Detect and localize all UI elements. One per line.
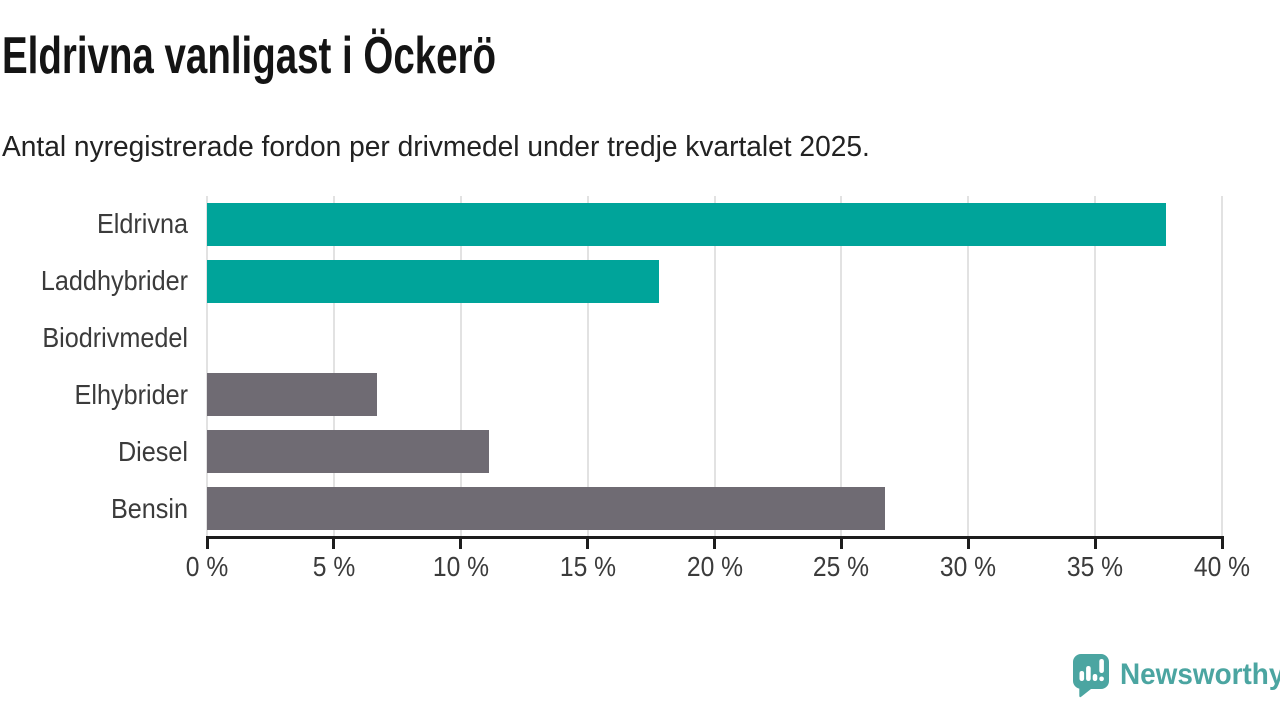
x-axis-tick-label: 0 % <box>185 551 229 582</box>
x-axis-tick <box>459 536 463 549</box>
chart-title: Eldrivna vanligast i Öckerö <box>2 27 497 85</box>
x-axis-tick <box>332 536 336 549</box>
gridline <box>459 196 462 537</box>
x-axis-tick <box>839 536 843 549</box>
category-label: Diesel <box>117 435 188 467</box>
gridline <box>840 196 843 537</box>
gridline <box>586 196 589 537</box>
x-axis-tick-label: 15 % <box>559 551 616 582</box>
x-axis-tick-label: 40 % <box>1193 551 1251 582</box>
bar-elhybrider <box>207 373 377 417</box>
bar-diesel <box>207 430 489 474</box>
x-axis-tick <box>1093 536 1097 549</box>
x-axis-tick-label: 10 % <box>432 551 489 582</box>
x-axis-tick <box>1220 536 1224 549</box>
newsworthy-icon <box>1073 654 1109 698</box>
bar-eldrivna <box>207 202 1167 246</box>
category-label: Laddhybrider <box>40 265 189 297</box>
category-label: Bensin <box>110 492 188 524</box>
gridline <box>1094 196 1097 537</box>
x-axis-tick <box>586 536 590 549</box>
bar-bensin <box>207 487 885 531</box>
gridline <box>206 196 208 537</box>
x-axis-tick <box>205 536 209 549</box>
x-axis-tick-label: 5 % <box>312 551 356 582</box>
category-label: Eldrivna <box>96 208 188 240</box>
newsworthy-logo-text: Newsworthy <box>1120 658 1280 691</box>
x-axis-tick <box>713 536 716 549</box>
bar-laddhybrider <box>207 259 659 303</box>
gridline <box>713 196 716 537</box>
gridline <box>332 196 335 537</box>
category-label: Elhybrider <box>74 378 188 410</box>
gridline <box>1221 196 1223 537</box>
newsworthy-logo[interactable]: Newsworthy <box>1070 652 1280 698</box>
chart-subtitle: Antal nyregistrerade fordon per drivmede… <box>2 131 870 163</box>
category-label: Biodrivmedel <box>42 322 188 354</box>
x-axis-tick <box>966 536 970 549</box>
x-axis-tick-label: 30 % <box>940 551 997 582</box>
x-axis-tick-label: 35 % <box>1067 551 1124 582</box>
gridline <box>967 196 970 537</box>
x-axis-tick-label: 20 % <box>686 551 743 582</box>
x-axis-tick-label: 25 % <box>813 551 870 582</box>
